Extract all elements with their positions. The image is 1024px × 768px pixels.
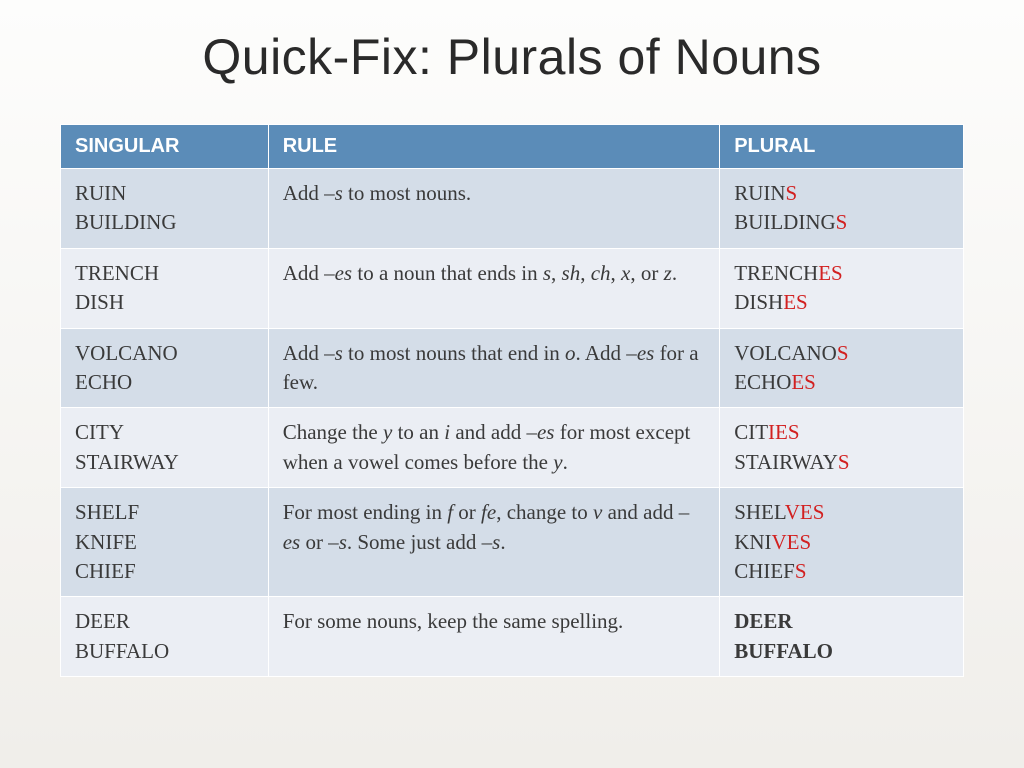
header-rule: RULE (268, 125, 720, 169)
cell-plural: DEERBUFFALO (720, 597, 964, 677)
header-plural: PLURAL (720, 125, 964, 169)
table-header-row: SINGULAR RULE PLURAL (61, 125, 964, 169)
cell-rule: Add –s to most nouns. (268, 169, 720, 249)
cell-plural: VOLCANOSECHOES (720, 328, 964, 408)
cell-plural: SHELVESKNIVESCHIEFS (720, 488, 964, 597)
cell-rule: Add –s to most nouns that end in o. Add … (268, 328, 720, 408)
cell-rule: For some nouns, keep the same spelling. (268, 597, 720, 677)
table-row: DEERBUFFALOFor some nouns, keep the same… (61, 597, 964, 677)
cell-singular: VOLCANOECHO (61, 328, 269, 408)
cell-singular: CITYSTAIRWAY (61, 408, 269, 488)
cell-plural: CITIESSTAIRWAYS (720, 408, 964, 488)
cell-singular: TRENCHDISH (61, 248, 269, 328)
header-singular: SINGULAR (61, 125, 269, 169)
table-row: TRENCHDISHAdd –es to a noun that ends in… (61, 248, 964, 328)
table-row: VOLCANOECHOAdd –s to most nouns that end… (61, 328, 964, 408)
cell-rule: For most ending in f or fe, change to v … (268, 488, 720, 597)
slide-container: Quick-Fix: Plurals of Nouns SINGULAR RUL… (0, 0, 1024, 717)
cell-plural: TRENCHESDISHES (720, 248, 964, 328)
slide-title: Quick-Fix: Plurals of Nouns (60, 28, 964, 86)
cell-singular: SHELFKNIFECHIEF (61, 488, 269, 597)
table-row: SHELFKNIFECHIEFFor most ending in f or f… (61, 488, 964, 597)
cell-plural: RUINSBUILDINGS (720, 169, 964, 249)
table-body: RUINBUILDINGAdd –s to most nouns.RUINSBU… (61, 169, 964, 677)
cell-singular: RUINBUILDING (61, 169, 269, 249)
plurals-table: SINGULAR RULE PLURAL RUINBUILDINGAdd –s … (60, 124, 964, 677)
table-row: RUINBUILDINGAdd –s to most nouns.RUINSBU… (61, 169, 964, 249)
cell-rule: Change the y to an i and add –es for mos… (268, 408, 720, 488)
table-row: CITYSTAIRWAYChange the y to an i and add… (61, 408, 964, 488)
cell-singular: DEERBUFFALO (61, 597, 269, 677)
cell-rule: Add –es to a noun that ends in s, sh, ch… (268, 248, 720, 328)
